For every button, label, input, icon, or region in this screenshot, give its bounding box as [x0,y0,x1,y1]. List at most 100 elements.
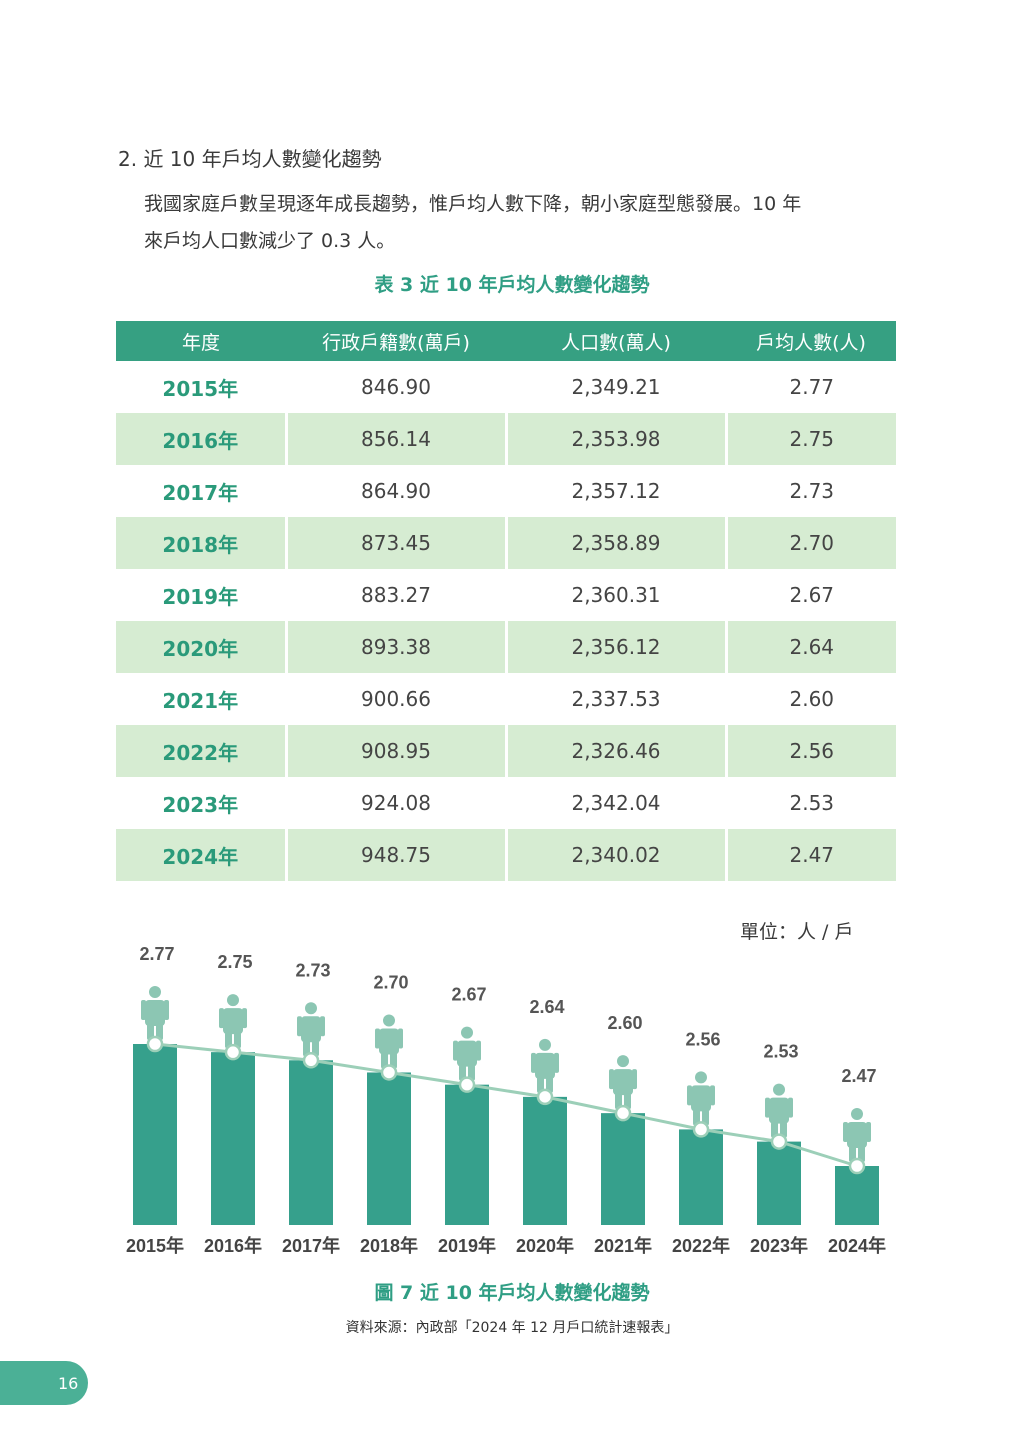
person-icon [609,1055,637,1110]
bar [289,1060,333,1225]
cell-households: 924.08 [284,777,506,829]
category-label: 2021年 [594,1235,652,1256]
cell-population: 2,357.12 [504,465,726,517]
cell-avg-size: 2.73 [724,465,896,517]
value-label: 2.77 [139,944,174,964]
data-point [380,1064,398,1081]
bar [211,1052,255,1225]
person-icon [765,1083,793,1138]
chart-unit-label: 單位：人 / 戶 [740,921,854,943]
person-icon [219,994,247,1049]
figure-caption: 圖 7 近 10 年戶均人數變化趨勢 [374,1282,650,1304]
cell-households: 864.90 [284,465,506,517]
cell-year: 2017年 [162,480,239,505]
cell-year: 2020年 [116,621,286,673]
bar [601,1113,645,1225]
bar [757,1141,801,1225]
person-icon [453,1026,481,1081]
value-label: 2.67 [451,985,486,1005]
cell-avg-size: 2.67 [724,569,896,621]
table-header-row: 年度 行政戶籍數(萬戶) 人口數(萬人) 戶均人數(人) [116,321,896,361]
cell-year: 2015年 [162,376,239,401]
cell-avg-size: 2.53 [724,777,896,829]
cell-year: 2018年 [116,517,286,569]
cell-avg-size: 2.70 [724,517,896,569]
header-households: 行政戶籍數(萬戶) [286,321,506,361]
data-point [302,1052,320,1069]
cell-year: 2016年 [116,413,286,465]
person-icon [687,1071,715,1126]
category-label: 2020年 [516,1235,574,1256]
cell-year: 2023年 [162,792,239,817]
cell-population: 2,340.02 [504,829,726,881]
cell-population: 2,356.12 [504,621,726,673]
bar [523,1096,567,1225]
cell-households: 948.75 [284,829,506,881]
cell-population: 2,326.46 [504,725,726,777]
cell-households: 893.38 [284,621,506,673]
cell-households: 856.14 [284,413,506,465]
cell-households: 900.66 [284,673,506,725]
cell-population: 2,360.31 [504,569,726,621]
data-point [224,1043,242,1061]
value-label: 2.53 [763,1042,798,1062]
data-point [692,1121,710,1138]
table-row: 2018年 873.45 2,358.89 2.70 [116,517,896,569]
cell-households: 846.90 [284,361,506,413]
bar [367,1072,411,1225]
category-label: 2023年 [750,1235,808,1256]
category-label: 2017年 [282,1235,340,1256]
bar [445,1084,489,1225]
cell-year: 2019年 [162,584,239,609]
data-point [536,1088,554,1106]
cell-population: 2,349.21 [504,361,726,413]
value-label: 2.64 [529,997,564,1017]
person-icon [375,1014,403,1069]
table-row: 2021年 900.66 2,337.53 2.60 [116,673,896,725]
value-label: 2.47 [841,1066,876,1086]
cell-households: 873.45 [284,517,506,569]
table-row: 2023年 924.08 2,342.04 2.53 [116,777,896,829]
category-label: 2024年 [828,1235,886,1256]
value-label: 2.75 [217,952,252,972]
page-number: 16 [58,1374,79,1393]
cell-households: 908.95 [284,725,506,777]
cell-population: 2,353.98 [504,413,726,465]
cell-avg-size: 2.75 [724,413,896,465]
bar [835,1166,879,1225]
data-point [458,1076,476,1093]
paragraph-line-2: 來戶均人口數減少了 0.3 人。 [144,230,396,252]
person-icon [843,1108,871,1162]
bar [133,1044,177,1225]
category-label: 2019年 [438,1235,496,1256]
cell-population: 2,337.53 [504,673,726,725]
page-number-tab [0,1361,88,1405]
table-row: 2015年 846.90 2,349.21 2.77 [116,361,896,413]
household-size-table: 年度 行政戶籍數(萬戶) 人口數(萬人) 戶均人數(人) 2015年 846.9… [116,321,896,881]
person-icon [297,1002,325,1057]
data-point [770,1133,788,1150]
table-row: 2022年 908.95 2,326.46 2.56 [116,725,896,777]
category-label: 2022年 [672,1235,730,1256]
section-heading: 2. 近 10 年戶均人數變化趨勢 [118,147,382,171]
header-population: 人口數(萬人) [506,321,726,361]
value-label: 2.60 [607,1013,642,1033]
table-row: 2020年 893.38 2,356.12 2.64 [116,621,896,673]
source-note: 資料來源：內政部「2024 年 12 月戶口統計速報表」 [345,1320,679,1336]
body-paragraph: 我國家庭戶數呈現逐年成長趨勢，惟戶均人數下降，朝小家庭型態發展。10 年 來戶均… [144,186,900,260]
bar [679,1129,723,1225]
header-year: 年度 [116,321,286,361]
table-row: 2019年 883.27 2,360.31 2.67 [116,569,896,621]
data-point [848,1157,866,1175]
data-point [614,1104,632,1122]
person-icon [531,1038,559,1093]
trend-line [154,1042,858,1168]
cell-avg-size: 2.77 [724,361,896,413]
table-row: 2017年 864.90 2,357.12 2.73 [116,465,896,517]
cell-population: 2,358.89 [504,517,726,569]
data-point [146,1035,164,1053]
cell-avg-size: 2.64 [724,621,896,673]
category-label: 2016年 [204,1235,262,1256]
value-label: 2.73 [295,960,330,980]
category-label: 2015年 [126,1235,184,1256]
